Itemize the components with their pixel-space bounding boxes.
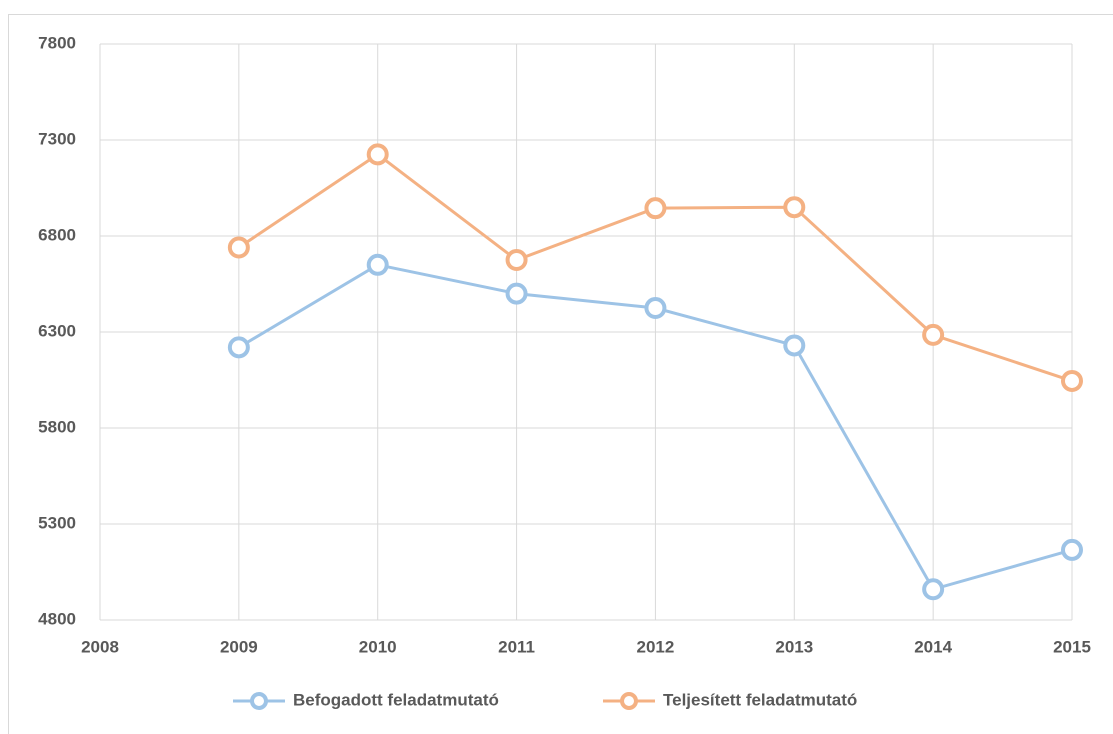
legend-marker [250,692,268,710]
point-marker [783,334,806,357]
point-marker [227,236,250,259]
x-tick-label: 2014 [914,637,952,656]
point-marker [644,197,667,220]
x-tick-label: 2015 [1053,637,1091,656]
x-tick-label: 2010 [359,637,397,656]
point-marker [1061,538,1083,561]
point-marker [1061,369,1083,392]
x-tick-label: 2009 [220,637,258,656]
point-marker [227,336,250,359]
y-tick-label: 7300 [38,129,76,148]
legend-label: Befogadott feladatmutató [293,690,499,709]
point-marker [366,253,389,276]
x-tick-label: 2013 [775,637,813,656]
y-tick-label: 6800 [38,225,76,244]
chart-border [8,14,1113,734]
point-marker [783,196,806,219]
y-tick-label: 5300 [38,513,76,532]
point-marker [366,143,389,166]
point-marker [505,282,528,305]
y-tick-label: 5800 [38,417,76,436]
y-tick-label: 4800 [38,609,76,628]
legend-label: Teljesített feladatmutató [663,690,857,709]
legend-marker [620,692,638,710]
point-marker [505,249,528,271]
y-tick-label: 7800 [38,33,76,52]
x-tick-label: 2008 [81,637,119,656]
point-marker [922,578,945,601]
x-tick-label: 2011 [498,637,535,656]
point-marker [922,323,945,346]
y-tick-label: 6300 [38,321,76,340]
point-marker [644,297,667,319]
x-tick-label: 2012 [637,637,675,656]
